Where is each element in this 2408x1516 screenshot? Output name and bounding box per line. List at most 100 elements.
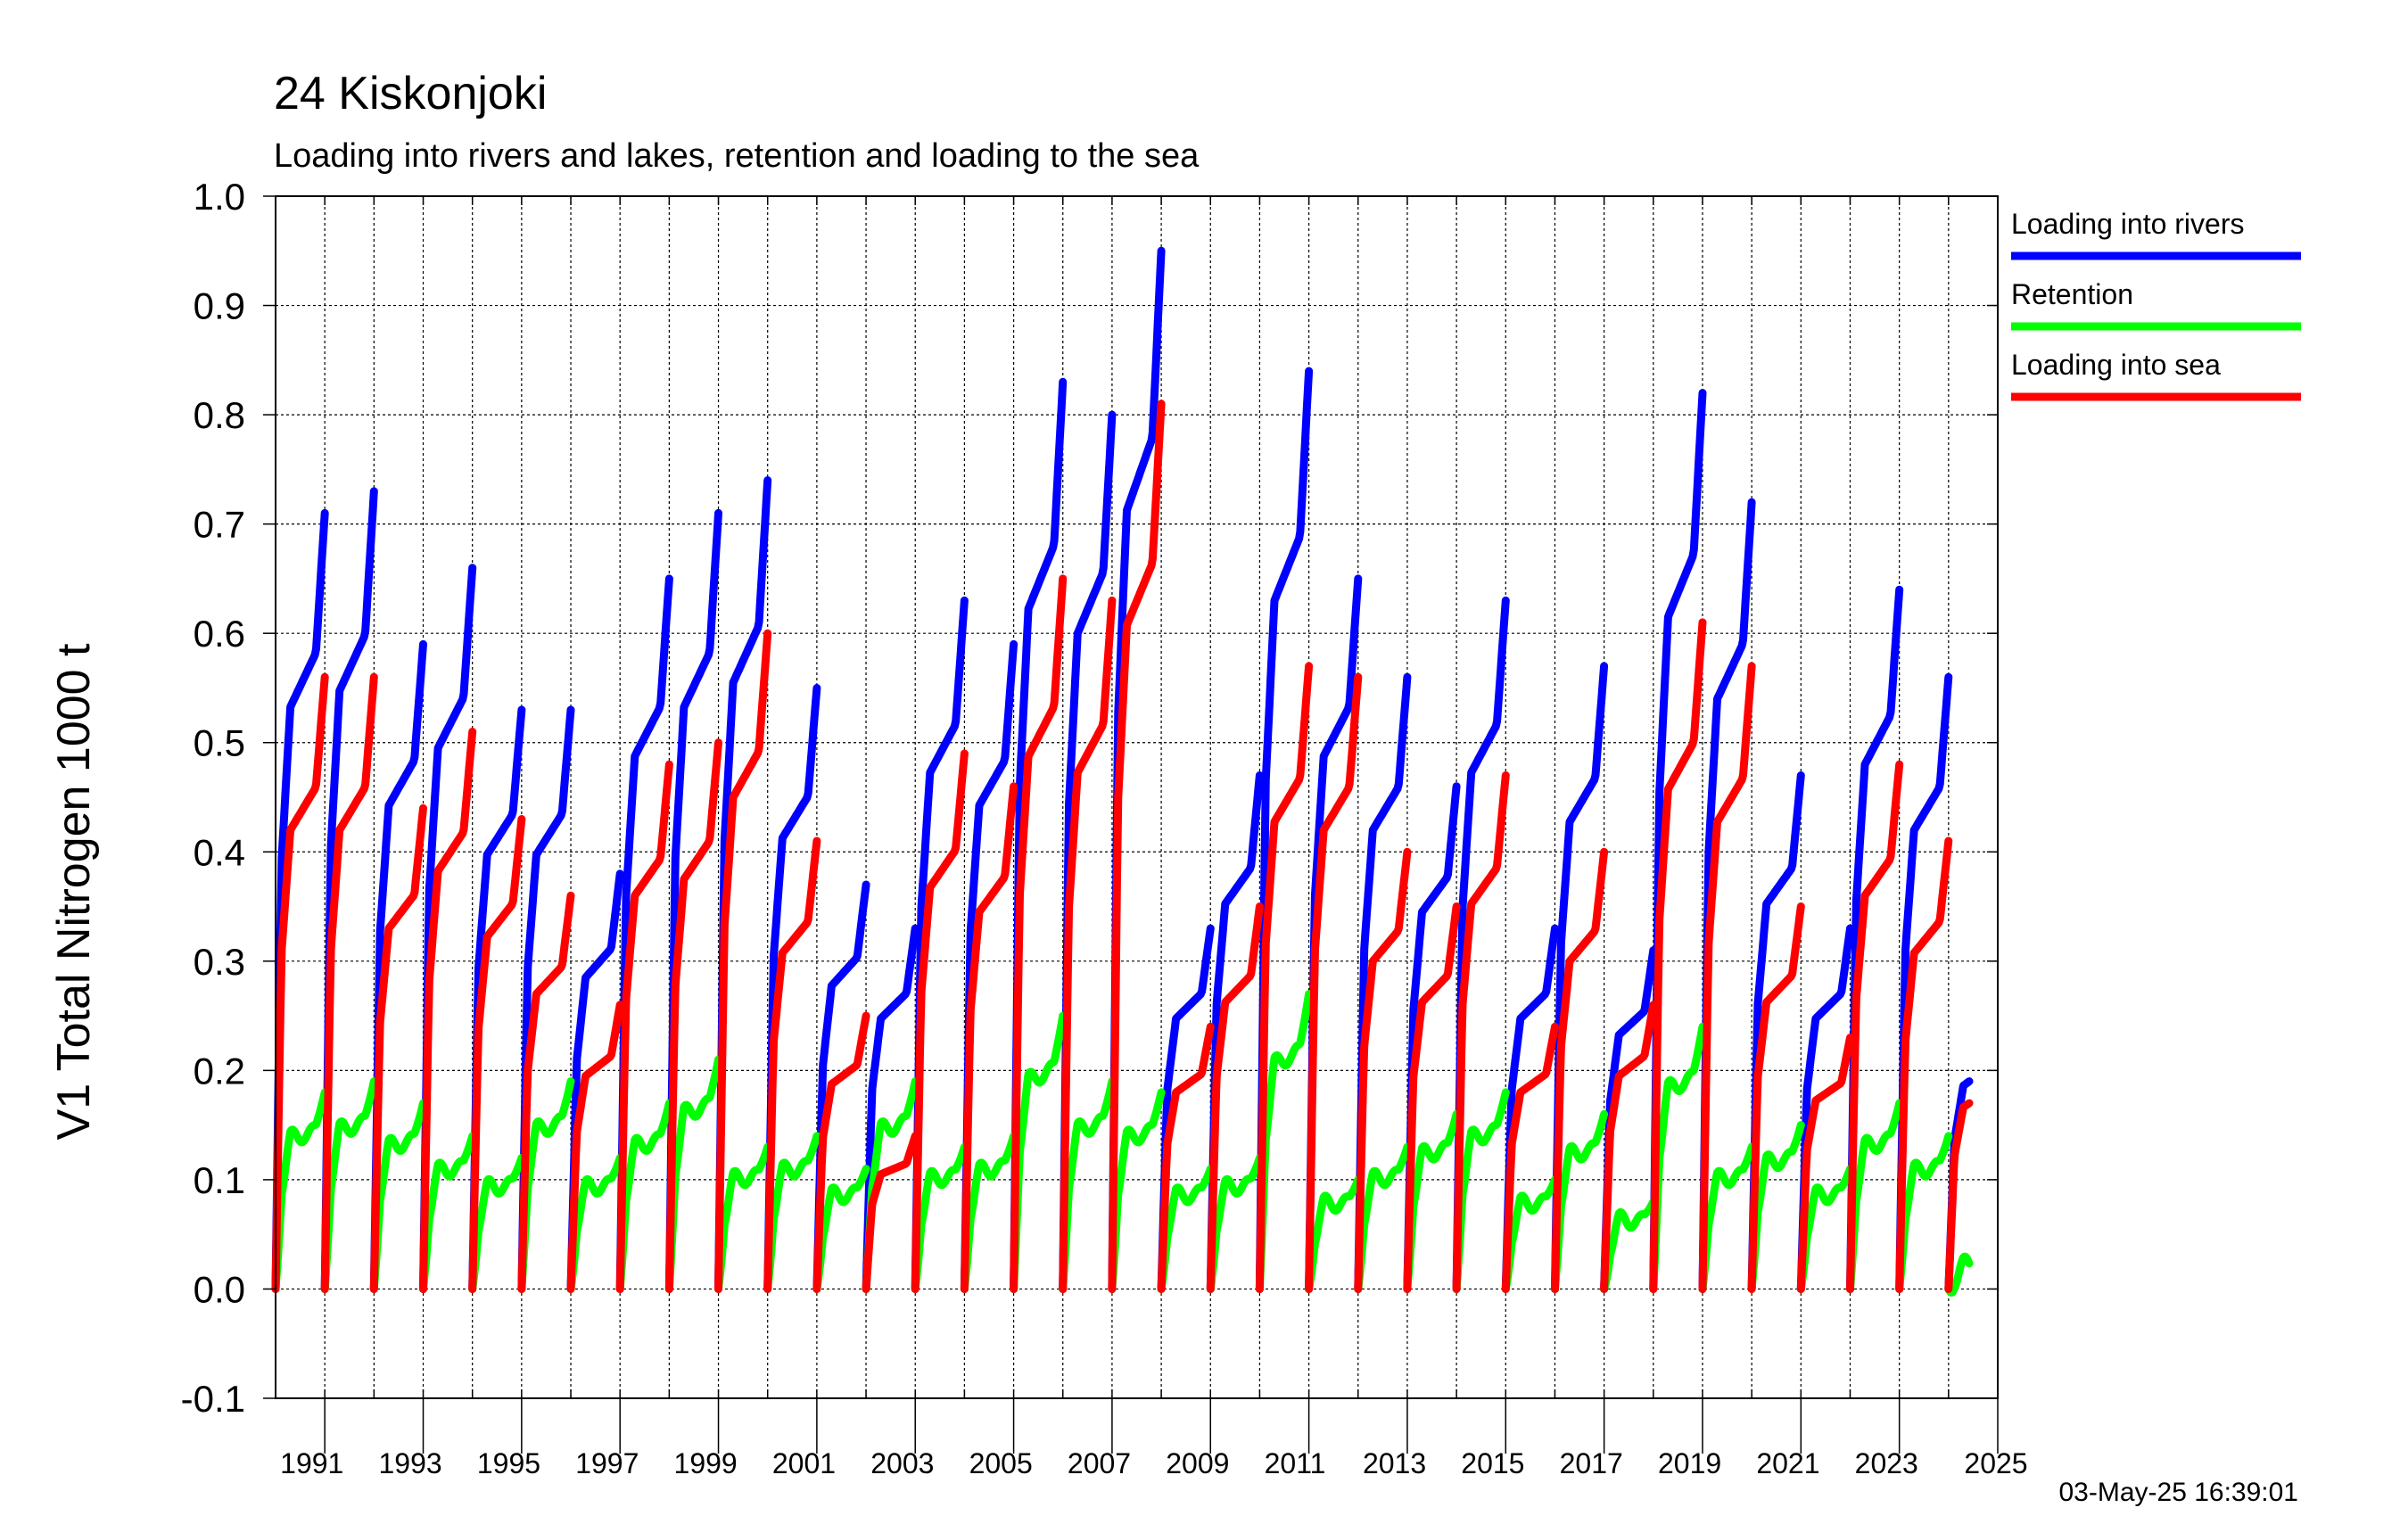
series-line-rivers — [812, 880, 870, 1293]
series-line-rivers — [763, 684, 821, 1293]
series-line-rivers — [271, 508, 329, 1293]
series-line-retention — [1108, 1088, 1166, 1293]
series-line-sea — [1354, 847, 1412, 1293]
series-line-rivers — [419, 564, 477, 1293]
series-line-retention — [1010, 1011, 1068, 1293]
series-line-sea — [714, 629, 772, 1293]
series-line-rivers — [566, 869, 624, 1293]
x-tick-label: 2025 — [1964, 1447, 2027, 1479]
series-line-rivers — [1649, 389, 1707, 1293]
chart-title: 24 Kiskonjoki — [274, 68, 547, 119]
series-line-sea — [1747, 902, 1805, 1293]
series-line-sea — [1010, 574, 1068, 1293]
series-line-rivers — [862, 924, 919, 1293]
x-tick-label: 2021 — [1756, 1447, 1819, 1479]
series-line-sea — [1108, 400, 1166, 1293]
series-line-retention — [1452, 1088, 1510, 1293]
series-line-retention — [468, 1153, 526, 1293]
series-line-rivers — [1403, 782, 1461, 1293]
x-tick-label: 2017 — [1560, 1447, 1623, 1479]
series-line-sea — [1649, 618, 1707, 1293]
series-line-sea — [1944, 1099, 1974, 1293]
x-tick-label: 2001 — [772, 1447, 836, 1479]
y-tick-label: 1.0 — [194, 176, 245, 218]
legend-label: Loading into rivers — [2011, 208, 2244, 240]
series-line-retention — [369, 1099, 427, 1293]
series-line-retention — [1649, 1022, 1707, 1293]
series-line-retention — [271, 1088, 329, 1293]
series-line-retention — [615, 1099, 673, 1293]
x-tick-label: 2019 — [1658, 1447, 1721, 1479]
x-tick-label: 2011 — [1265, 1447, 1326, 1479]
y-tick-label: 0.9 — [194, 285, 245, 327]
x-tick-label: 1991 — [280, 1447, 343, 1479]
series-line-rivers — [1501, 924, 1559, 1293]
y-axis-label: V1 Total Nitrogen 1000 t — [48, 643, 100, 1141]
series-line-retention — [1698, 1142, 1756, 1293]
legend-label: Loading into sea — [2011, 349, 2221, 381]
timestamp: 03-May-25 16:39:01 — [2058, 1478, 2298, 1507]
y-tick-label: 0.1 — [194, 1159, 245, 1201]
x-tick-label: 1995 — [477, 1447, 540, 1479]
series-line-retention — [1895, 1132, 1953, 1293]
series-line-rivers — [615, 574, 673, 1293]
series-line-sea — [1501, 1022, 1559, 1293]
series-line-retention — [1796, 1165, 1854, 1293]
series-line-rivers — [1551, 662, 1609, 1293]
x-tick-label: 2005 — [969, 1447, 1033, 1479]
series-line-rivers — [369, 639, 427, 1293]
series-line-sea — [615, 760, 673, 1293]
series-line-retention — [812, 1165, 870, 1293]
x-tick-labels: 1991 1993 1995 1997 1999 2001 2003 2005 2007 2009… — [280, 1447, 2027, 1479]
series-line-rivers — [517, 705, 575, 1293]
series-line-sea — [419, 728, 477, 1293]
series-line-sea — [812, 1011, 870, 1293]
series-line-sea — [271, 672, 329, 1293]
series-line-sea — [1059, 596, 1117, 1293]
y-tick-label: 0.5 — [194, 722, 245, 764]
series-line-rivers — [1255, 367, 1314, 1293]
series-line-sea — [566, 1001, 624, 1293]
y-tick-label: -0.1 — [181, 1378, 245, 1420]
series-line-rivers — [1206, 771, 1264, 1293]
series-line-rivers — [1108, 246, 1166, 1293]
series-line-rivers — [1059, 410, 1117, 1293]
series-line-retention — [714, 1142, 772, 1293]
series-line-rivers — [1747, 771, 1805, 1293]
series-line-sea — [1206, 902, 1264, 1293]
series-line-sea — [1698, 662, 1756, 1293]
series-line-sea — [468, 815, 526, 1293]
series-line-retention — [1600, 1197, 1658, 1293]
series-line-sea — [1846, 760, 1904, 1293]
series-line-sea — [1255, 662, 1314, 1293]
legend: Loading into rivers Retention Loading into… — [2011, 208, 2301, 401]
series-line-retention — [1305, 1175, 1363, 1293]
series-line-retention — [517, 1077, 575, 1293]
y-tick-label: 0.2 — [194, 1050, 245, 1092]
series-line-rivers — [1796, 924, 1854, 1293]
series-line-rivers — [1157, 924, 1215, 1293]
series-line-rivers — [468, 705, 526, 1293]
series-line-sea — [911, 749, 969, 1293]
series-line-sea — [862, 1132, 919, 1293]
series-line-retention — [763, 1132, 821, 1293]
y-tick-label: 0.0 — [194, 1268, 245, 1310]
series-line-retention — [1747, 1121, 1805, 1293]
x-tick-label: 2015 — [1461, 1447, 1524, 1479]
x-tick-label: 2009 — [1166, 1447, 1229, 1479]
y-tick-labels: 1.0 0.9 0.8 0.7 0.6 0.5 0.4 0.3 0.2 0.1 0.0 -0.1 — [181, 176, 245, 1420]
series-line-rivers — [1600, 946, 1658, 1293]
series-line-rivers — [1698, 498, 1756, 1293]
series-line-sea — [1796, 1034, 1854, 1293]
x-tick-label: 2007 — [1068, 1447, 1131, 1479]
grid — [276, 196, 1998, 1398]
series-line-retention — [566, 1153, 624, 1293]
y-tick-label: 0.7 — [194, 504, 245, 546]
series-line-retention — [1403, 1109, 1461, 1293]
series-line-rivers — [911, 596, 969, 1293]
series-line-rivers — [664, 508, 722, 1293]
series-line-retention — [1944, 1252, 1974, 1297]
y-tick-label: 0.3 — [194, 941, 245, 983]
series-line-sea — [320, 672, 378, 1293]
